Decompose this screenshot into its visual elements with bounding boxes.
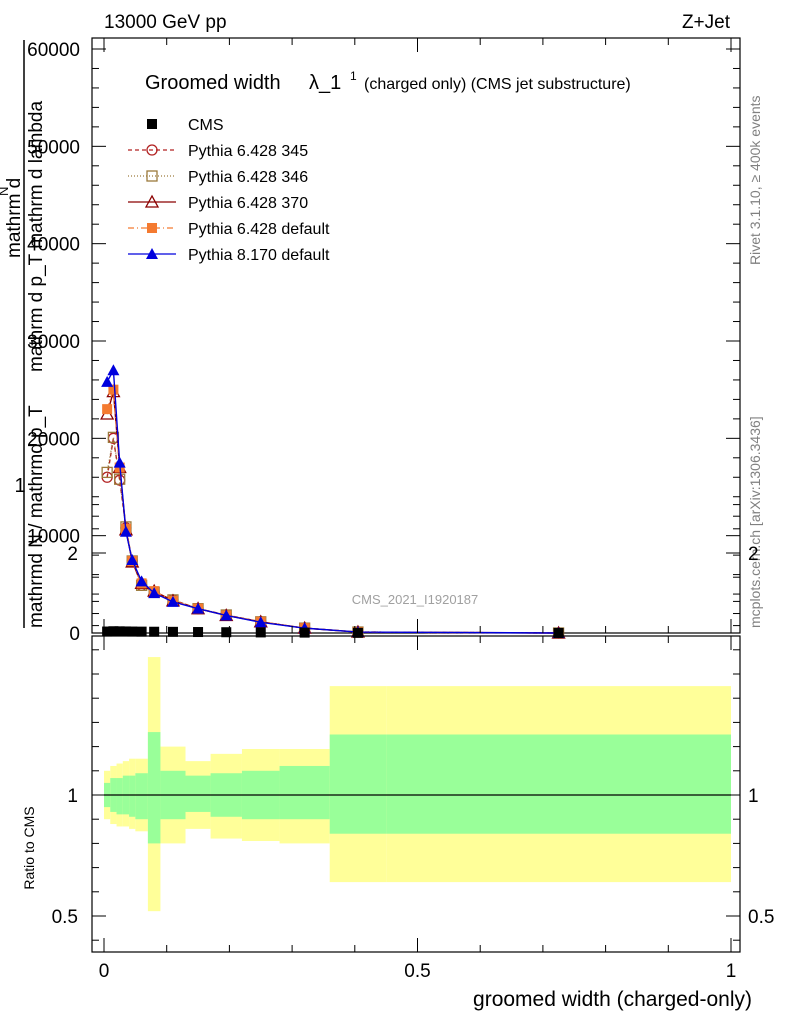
ylabel-sup-n: N bbox=[0, 187, 11, 196]
y-tick-label: 10000 bbox=[27, 527, 80, 548]
legend: CMS Pythia 6.428 345 Pythia 6.428 346 Pythi… bbox=[128, 117, 330, 264]
legend-marker bbox=[147, 119, 157, 129]
data-point bbox=[102, 404, 113, 415]
mcplots-label: mcplots.cern.ch [arXiv:1306.3436] bbox=[747, 416, 763, 628]
ratio-band-inner-bin bbox=[329, 734, 387, 834]
title-symbol: λ_1 bbox=[309, 72, 341, 94]
data-point bbox=[101, 466, 113, 479]
ratio-tick-label-right: 2 bbox=[748, 544, 759, 565]
x-tick-label: 1 bbox=[726, 961, 737, 982]
data-point bbox=[108, 626, 119, 637]
y-tick-label: 30000 bbox=[27, 332, 80, 353]
ratio-band-inner-bin bbox=[116, 778, 123, 815]
process-label: Z+Jet bbox=[682, 12, 731, 33]
main-ylabel: 1 mathrmd N / mathrmd p_T mathrm d N mat… bbox=[0, 40, 47, 628]
data-point bbox=[299, 627, 310, 638]
legend-label: Pythia 8.170 default bbox=[188, 247, 330, 264]
data-point bbox=[135, 575, 148, 587]
data-point bbox=[136, 626, 147, 637]
ratio-band-inner-bin bbox=[386, 734, 731, 834]
legend-marker bbox=[146, 248, 158, 259]
ratio-ylabel: Ratio to CMS bbox=[21, 806, 37, 889]
legend-entry: Pythia 6.428 370 bbox=[128, 194, 308, 212]
data-point bbox=[102, 626, 113, 637]
y-tick-label: 50000 bbox=[27, 137, 80, 158]
data-point bbox=[149, 626, 160, 637]
data-point bbox=[255, 627, 266, 638]
data-point bbox=[120, 626, 131, 637]
y-tick-label: 0 bbox=[69, 624, 80, 645]
data-point bbox=[114, 626, 125, 637]
main-panel: 0 10000 20000 30000 40000 50000 60000 bbox=[27, 37, 741, 645]
ratio-band-inner-bin bbox=[279, 765, 330, 820]
ylabel-denominator: mathrmd N / mathrmd p_T bbox=[26, 405, 47, 628]
data-point bbox=[107, 364, 120, 376]
ylabel-numerator-one: 1 bbox=[14, 475, 25, 497]
y-tick-label: 40000 bbox=[27, 235, 80, 256]
ratio-band-inner-bin bbox=[135, 773, 148, 820]
legend-label: CMS bbox=[188, 117, 224, 134]
y-tick-label: 60000 bbox=[27, 40, 80, 61]
data-point bbox=[221, 627, 232, 638]
y-tick-label: 20000 bbox=[27, 429, 80, 450]
legend-marker bbox=[147, 223, 157, 233]
data-point bbox=[254, 616, 267, 628]
data-point bbox=[148, 587, 161, 599]
legend-entry: Pythia 8.170 default bbox=[128, 247, 330, 264]
title-suffix: (charged only) (CMS jet substructure) bbox=[364, 76, 631, 93]
legend-marker bbox=[144, 194, 160, 208]
data-point bbox=[108, 384, 119, 395]
legend-entry: Pythia 6.428 346 bbox=[128, 169, 308, 186]
data-point bbox=[166, 595, 179, 607]
x-axis-label: groomed width (charged-only) bbox=[473, 988, 752, 1011]
ratio-panel: 0.5 0.5 1 1 2 2 0 0.5 1 bbox=[52, 38, 774, 982]
ratio-frame bbox=[91, 635, 741, 953]
title-superscript: 1 bbox=[350, 69, 357, 83]
data-point bbox=[352, 627, 363, 638]
ratio-tick-label-right: 1 bbox=[748, 786, 759, 807]
rivet-version-label: Rivet 3.1.10, ≥ 400k events bbox=[747, 95, 763, 265]
legend-label: Pythia 6.428 345 bbox=[188, 143, 308, 160]
legend-label: Pythia 6.428 346 bbox=[188, 169, 308, 186]
ratio-band-inner-bin bbox=[185, 775, 211, 812]
energy-label: 13000 GeV pp bbox=[104, 12, 227, 33]
legend-entry: Pythia 6.428 345 bbox=[128, 143, 308, 160]
ylabel-fraction-d: mathrm d bbox=[4, 178, 25, 258]
data-point bbox=[193, 627, 204, 638]
data-point bbox=[101, 375, 114, 387]
ratio-tick-label: 0.5 bbox=[52, 907, 78, 928]
data-point bbox=[127, 626, 138, 637]
ratio-band-inner-bin bbox=[147, 732, 161, 844]
legend-label: Pythia 6.428 default bbox=[188, 221, 330, 238]
legend-marker bbox=[146, 144, 158, 156]
series-pythia-6-428-346 bbox=[101, 431, 565, 639]
ratio-band-inner bbox=[104, 732, 731, 844]
ratio-band-inner-bin bbox=[129, 775, 136, 817]
data-point bbox=[119, 525, 132, 537]
series-cms bbox=[102, 626, 564, 638]
data-point bbox=[126, 554, 139, 565]
ratio-tick-label: 2 bbox=[67, 544, 78, 565]
analysis-watermark: CMS_2021_I1920187 bbox=[352, 592, 479, 607]
series-line bbox=[106, 367, 559, 634]
data-point bbox=[167, 626, 178, 637]
ratio-tick-label: 1 bbox=[67, 786, 78, 807]
series-pythia-6-428-345 bbox=[101, 432, 565, 639]
data-point bbox=[192, 602, 205, 614]
legend-entry: Pythia 6.428 default bbox=[128, 221, 330, 238]
data-point bbox=[553, 627, 564, 638]
ylabel-extra: mathrm d p_T mathrm d lambda bbox=[26, 101, 47, 372]
legend-label: Pythia 6.428 370 bbox=[188, 195, 308, 212]
title-main: Groomed width bbox=[145, 72, 281, 94]
legend-entry: CMS bbox=[147, 117, 224, 134]
data-point bbox=[220, 609, 233, 621]
ratio-tick-label-right: 0.5 bbox=[748, 907, 774, 928]
data-point bbox=[113, 456, 126, 468]
plot-title: Groomed width λ_1 1 (charged only) (CMS … bbox=[145, 69, 631, 94]
legend-marker bbox=[146, 170, 158, 182]
x-tick-label: 0 bbox=[99, 961, 110, 982]
x-tick-label: 0.5 bbox=[404, 961, 430, 982]
